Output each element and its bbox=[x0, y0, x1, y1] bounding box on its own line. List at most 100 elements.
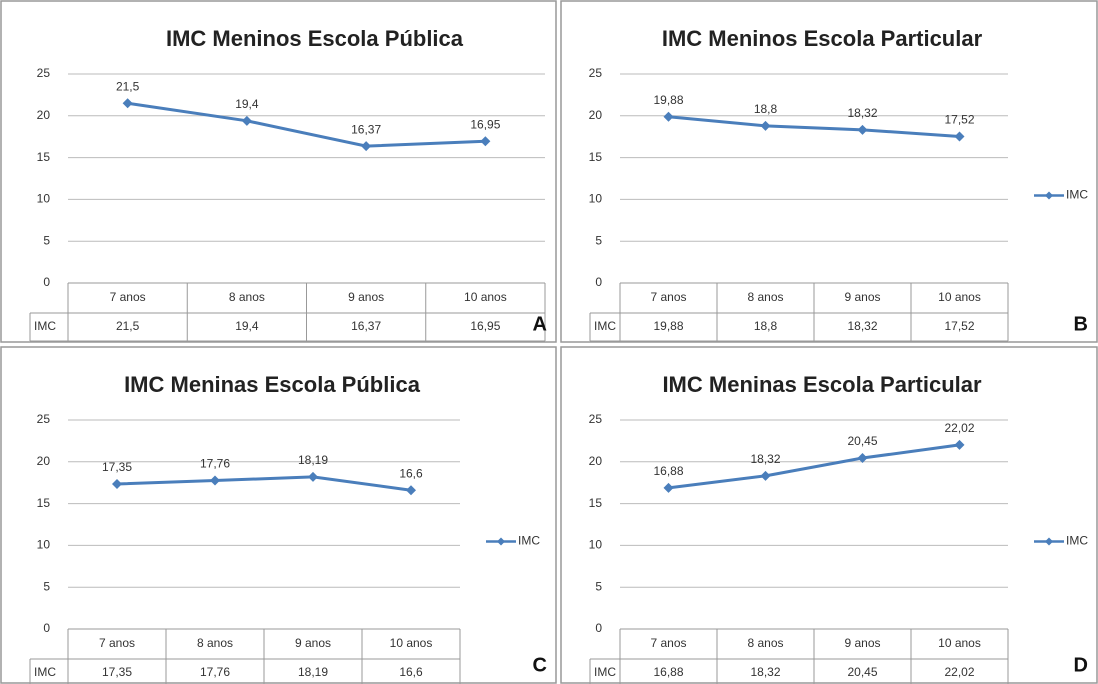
table-value: 21,5 bbox=[116, 319, 140, 333]
y-tick-label: 15 bbox=[37, 496, 51, 510]
table-value: 17,76 bbox=[200, 665, 230, 679]
y-tick-label: 10 bbox=[589, 192, 603, 206]
data-label: 16,37 bbox=[351, 122, 381, 136]
y-tick-label: 5 bbox=[595, 233, 602, 247]
panel-border bbox=[0, 346, 557, 684]
panel-border bbox=[560, 346, 1098, 684]
panel-border bbox=[0, 0, 557, 343]
table-value: 22,02 bbox=[944, 665, 974, 679]
y-tick-label: 0 bbox=[43, 275, 50, 289]
panel-label: D bbox=[1074, 654, 1088, 676]
chart-panel: IMC Meninos Escola Particular 0 5 10 15 20 25 7… bbox=[560, 0, 1098, 343]
y-tick-label: 5 bbox=[595, 579, 602, 593]
x-tick-label: 10 anos bbox=[938, 636, 981, 650]
data-label: 22,02 bbox=[944, 421, 974, 435]
table-value: 19,88 bbox=[653, 319, 683, 333]
table-value: 17,52 bbox=[944, 319, 974, 333]
data-label: 18,8 bbox=[754, 102, 778, 116]
data-label: 16,95 bbox=[470, 117, 500, 131]
y-tick-label: 20 bbox=[589, 108, 603, 122]
table-value: 16,6 bbox=[399, 665, 423, 679]
legend-marker bbox=[1045, 537, 1053, 546]
table-value: 16,88 bbox=[653, 665, 683, 679]
marker bbox=[760, 470, 771, 481]
marker bbox=[406, 485, 416, 496]
x-tick-label: 7 anos bbox=[650, 290, 686, 304]
x-tick-label: 9 anos bbox=[844, 290, 880, 304]
data-label: 17,76 bbox=[200, 457, 230, 471]
marker bbox=[760, 120, 771, 131]
marker bbox=[308, 471, 318, 482]
data-label: 18,19 bbox=[298, 453, 328, 467]
y-tick-label: 15 bbox=[589, 150, 603, 164]
marker bbox=[480, 136, 491, 147]
table-value: 20,45 bbox=[847, 665, 877, 679]
y-tick-label: 15 bbox=[589, 496, 603, 510]
marker bbox=[857, 124, 868, 135]
data-label: 19,4 bbox=[235, 97, 259, 111]
y-tick-label: 0 bbox=[595, 621, 602, 635]
marker bbox=[663, 111, 674, 122]
table-value: 18,19 bbox=[298, 665, 328, 679]
series-line bbox=[116, 475, 412, 492]
marker bbox=[122, 98, 133, 109]
data-label: 16,6 bbox=[399, 466, 423, 480]
data-label: 18,32 bbox=[750, 452, 780, 466]
y-tick-label: 15 bbox=[37, 150, 51, 164]
y-tick-label: 5 bbox=[43, 579, 50, 593]
marker bbox=[954, 439, 965, 450]
marker bbox=[857, 453, 868, 464]
series-line bbox=[668, 115, 960, 139]
legend-marker bbox=[1045, 191, 1053, 200]
table-value: 18,32 bbox=[847, 319, 877, 333]
x-tick-label: 8 anos bbox=[747, 290, 783, 304]
x-tick-label: 10 anos bbox=[938, 290, 981, 304]
panel-label: B bbox=[1074, 313, 1088, 335]
marker bbox=[361, 141, 372, 152]
panel-label: A bbox=[533, 313, 547, 335]
y-tick-label: 0 bbox=[595, 275, 602, 289]
table-value: 17,35 bbox=[102, 665, 132, 679]
data-label: 16,88 bbox=[653, 464, 683, 478]
table-row-header: IMC bbox=[34, 665, 56, 679]
x-tick-label: 8 anos bbox=[747, 636, 783, 650]
x-tick-label: 8 anos bbox=[229, 290, 265, 304]
y-tick-label: 25 bbox=[37, 66, 51, 80]
x-tick-label: 10 anos bbox=[390, 636, 433, 650]
y-tick-label: 5 bbox=[43, 233, 50, 247]
legend-label: IMC bbox=[1066, 534, 1088, 548]
series-line bbox=[127, 101, 486, 148]
data-label: 17,52 bbox=[944, 113, 974, 127]
y-tick-label: 20 bbox=[589, 454, 603, 468]
y-tick-label: 25 bbox=[589, 412, 603, 426]
y-tick-label: 25 bbox=[37, 412, 51, 426]
table-value: 19,4 bbox=[235, 319, 259, 333]
data-label: 19,88 bbox=[653, 93, 683, 107]
table-row-header: IMC bbox=[34, 319, 56, 333]
panel-border bbox=[560, 0, 1098, 343]
table-row-header: IMC bbox=[594, 319, 616, 333]
x-tick-label: 7 anos bbox=[110, 290, 146, 304]
legend-label: IMC bbox=[518, 534, 540, 548]
y-tick-label: 20 bbox=[37, 454, 51, 468]
marker bbox=[210, 475, 220, 486]
legend-marker bbox=[497, 537, 505, 546]
x-tick-label: 7 anos bbox=[99, 636, 135, 650]
y-tick-label: 20 bbox=[37, 108, 51, 122]
table-value: 18,8 bbox=[754, 319, 778, 333]
x-tick-label: 9 anos bbox=[844, 636, 880, 650]
table-value: 18,32 bbox=[750, 665, 780, 679]
data-label: 20,45 bbox=[847, 434, 877, 448]
x-tick-label: 9 anos bbox=[295, 636, 331, 650]
y-tick-label: 10 bbox=[589, 538, 603, 552]
chart-panel: IMC Meninas Escola Particular 0 5 10 15 20 25 7… bbox=[560, 346, 1098, 684]
panel-label: C bbox=[533, 654, 547, 676]
y-tick-label: 10 bbox=[37, 538, 51, 552]
data-label: 21,5 bbox=[116, 79, 140, 93]
table-value: 16,37 bbox=[351, 319, 381, 333]
legend-label: IMC bbox=[1066, 188, 1088, 202]
y-tick-label: 0 bbox=[43, 621, 50, 635]
x-tick-label: 10 anos bbox=[464, 290, 507, 304]
table-row-header: IMC bbox=[594, 665, 616, 679]
